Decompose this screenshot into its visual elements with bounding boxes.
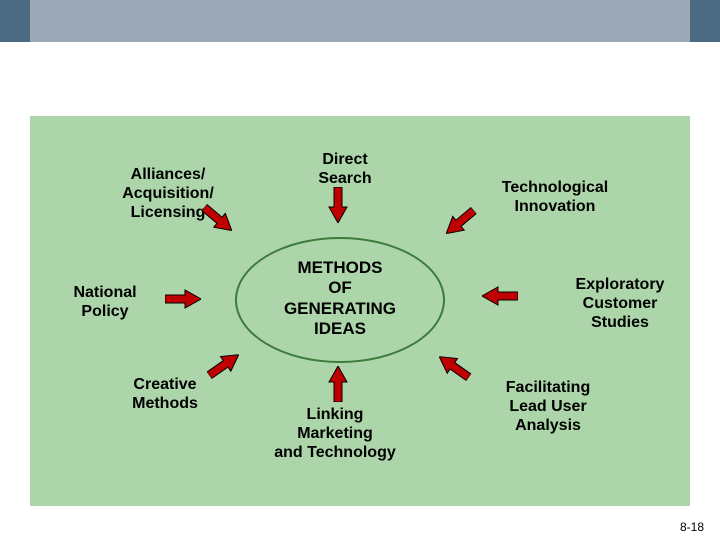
- node-national-policy: National Policy: [60, 283, 150, 321]
- header-bar: [0, 0, 720, 42]
- arrow-linking: [326, 366, 350, 402]
- page-number: 8-18: [680, 520, 704, 534]
- arrow-national: [165, 287, 201, 311]
- center-label: METHODS OF GENERATING IDEAS: [260, 258, 420, 340]
- node-linking: Linking Marketing and Technology: [250, 405, 420, 463]
- node-creative: Creative Methods: [120, 375, 210, 413]
- arrow-exploratory: [482, 284, 518, 308]
- arrow-direct: [326, 187, 350, 223]
- node-direct-search: Direct Search: [305, 150, 385, 188]
- node-exploratory: Exploratory Customer Studies: [560, 275, 680, 333]
- node-technological: Technological Innovation: [485, 178, 625, 216]
- header-inner: [30, 0, 690, 42]
- node-facilitating: Facilitating Lead User Analysis: [488, 378, 608, 436]
